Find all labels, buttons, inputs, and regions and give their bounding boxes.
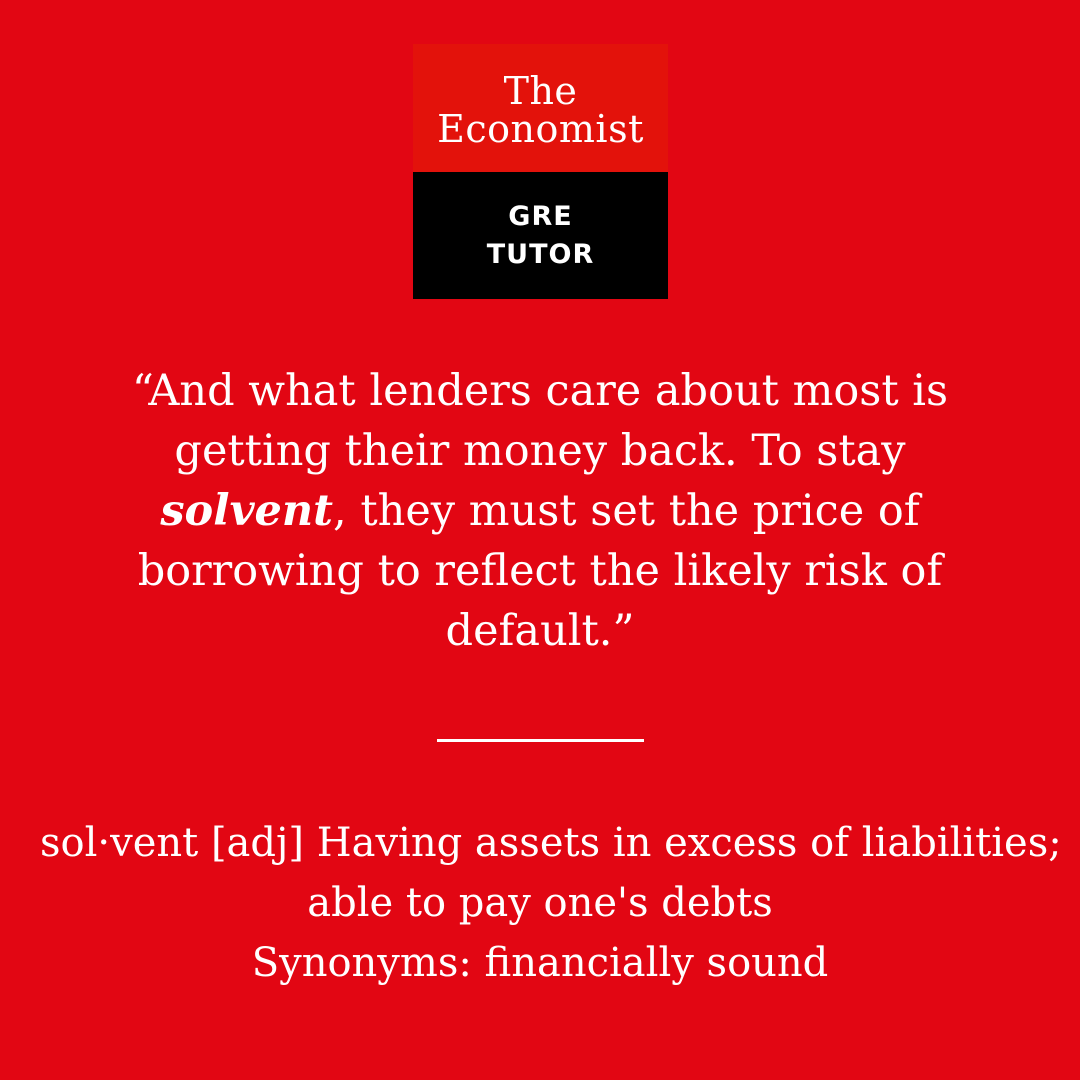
quote-term: solvent	[160, 486, 334, 536]
definition-block: sol·vent [adj] Having assets in excess o…	[40, 813, 1062, 993]
quote-text: “And what lenders care about most is get…	[130, 361, 950, 661]
logo-wordmark: The Economist	[413, 44, 668, 172]
definition-line-1: sol·vent [adj] Having assets in excess o…	[40, 820, 1062, 866]
logo-badge-gre: GRE	[508, 200, 573, 232]
quote-before: “And what lenders care about most is get…	[131, 366, 949, 476]
synonyms-line: Synonyms: financially sound	[251, 940, 829, 986]
divider	[437, 739, 644, 742]
logo-line-the: The	[503, 69, 578, 113]
logo-badge: GRE TUTOR	[413, 172, 668, 299]
quote-after: , they must set the price of borrowing t…	[137, 486, 943, 656]
economist-gre-tutor-logo: The Economist GRE TUTOR	[413, 44, 668, 299]
logo-badge-tutor: TUTOR	[486, 238, 595, 270]
logo-line-economist: Economist	[437, 107, 644, 151]
definition-line-2: able to pay one's debts	[307, 880, 773, 926]
